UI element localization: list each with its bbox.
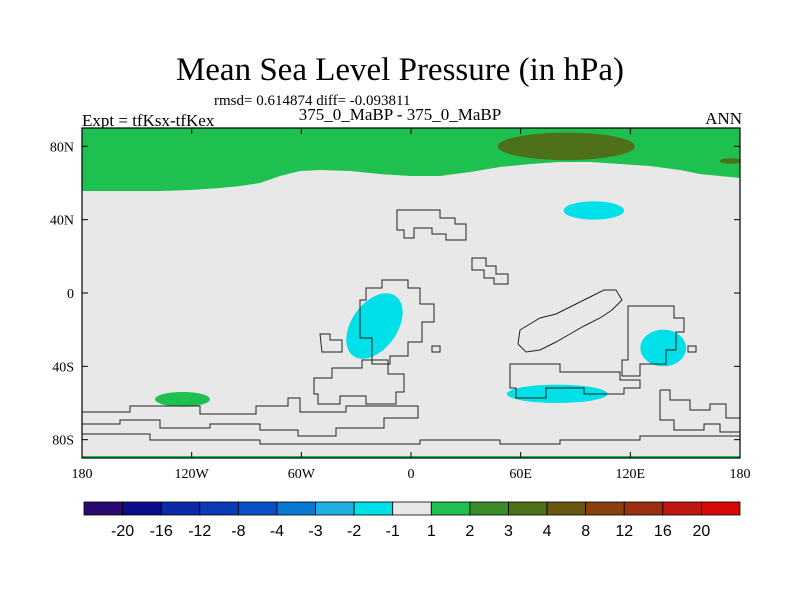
coast-australia bbox=[621, 305, 685, 377]
coast-antarctic-rim bbox=[82, 433, 740, 445]
colorbar-box bbox=[701, 501, 741, 516]
colorbar-box bbox=[508, 501, 548, 516]
coast-east-antarctica bbox=[659, 389, 740, 433]
colorbar-box bbox=[122, 501, 162, 516]
colorbar-label: 3 bbox=[504, 523, 513, 540]
coast-africa bbox=[517, 289, 623, 353]
colorbar-label: -20 bbox=[111, 523, 134, 540]
colorbar-label: -12 bbox=[188, 523, 211, 540]
coast-antarctic-peninsula bbox=[509, 363, 641, 399]
coast-central-america bbox=[471, 257, 509, 285]
colorbar-box bbox=[662, 501, 702, 516]
colorbar-label: -3 bbox=[308, 523, 322, 540]
y-tick-label: 40S bbox=[52, 360, 74, 375]
region-south-pacific-patch bbox=[155, 392, 210, 407]
coast-south-america bbox=[359, 279, 435, 365]
colorbar-label: -16 bbox=[150, 523, 173, 540]
region-arctic-core bbox=[497, 132, 635, 161]
coast-antarctic-shelf bbox=[313, 359, 405, 405]
colorbar-label: 20 bbox=[693, 523, 711, 540]
colorbar-box bbox=[237, 501, 278, 516]
x-tick-label: 180 bbox=[72, 467, 93, 482]
colorbar-box bbox=[353, 501, 394, 516]
chart-title: Mean Sea Level Pressure (in hPa) bbox=[175, 52, 625, 88]
colorbar-label: -8 bbox=[231, 523, 245, 540]
experiment-label: Expt = tfKsx-tfKex bbox=[82, 111, 215, 130]
colorbar-box bbox=[392, 501, 432, 516]
colorbar-box bbox=[315, 501, 355, 516]
colorbar-box bbox=[469, 501, 509, 516]
colorbar-box bbox=[83, 501, 123, 516]
colorbar-box bbox=[276, 501, 316, 516]
x-tick-label: 60E bbox=[509, 467, 532, 482]
colorbar-label: -1 bbox=[386, 523, 400, 540]
coast-north-america bbox=[396, 209, 467, 241]
x-tick-label: 0 bbox=[408, 467, 415, 482]
season-label: ANN bbox=[705, 109, 742, 128]
colorbar-label: 4 bbox=[543, 523, 552, 540]
x-tick-label: 60W bbox=[288, 467, 316, 482]
colorbar-label: 1 bbox=[427, 523, 436, 540]
colorbar-box bbox=[199, 501, 239, 516]
x-tick-label: 120E bbox=[616, 467, 646, 482]
coast-south-america-islet bbox=[431, 345, 441, 353]
region-east-arctic-fringe bbox=[719, 158, 740, 164]
region-indian-ocean-low bbox=[640, 329, 687, 367]
x-tick-label: 180 bbox=[730, 467, 751, 482]
colorbar-box bbox=[160, 501, 201, 516]
colorbar-box bbox=[585, 501, 625, 516]
colorbar-label: 8 bbox=[581, 523, 590, 540]
region-north-pacific-low bbox=[563, 201, 624, 220]
runs-label: 375_0_MaBP - 375_0_MaBP bbox=[298, 105, 502, 124]
y-tick-label: 80S bbox=[52, 434, 74, 449]
colorbar-label: -2 bbox=[347, 523, 361, 540]
x-tick-label: 120W bbox=[175, 467, 210, 482]
colorbar-box bbox=[623, 501, 664, 516]
coast-south-america-small bbox=[319, 333, 343, 353]
colorbar-box bbox=[546, 501, 587, 516]
colorbar-box bbox=[430, 501, 471, 516]
stats-label: rmsd= 0.614874 diff= -0.093811 bbox=[214, 93, 411, 109]
y-tick-label: 0 bbox=[67, 287, 74, 302]
colorbar-label: 2 bbox=[465, 523, 474, 540]
y-tick-label: 40N bbox=[50, 214, 74, 229]
colorbar-label: -4 bbox=[270, 523, 284, 540]
coast-antarctica bbox=[82, 397, 419, 437]
coast-australia-islet bbox=[687, 345, 697, 353]
y-tick-label: 80N bbox=[50, 140, 74, 155]
colorbar-label: 16 bbox=[654, 523, 672, 540]
colorbar-label: 12 bbox=[615, 523, 633, 540]
